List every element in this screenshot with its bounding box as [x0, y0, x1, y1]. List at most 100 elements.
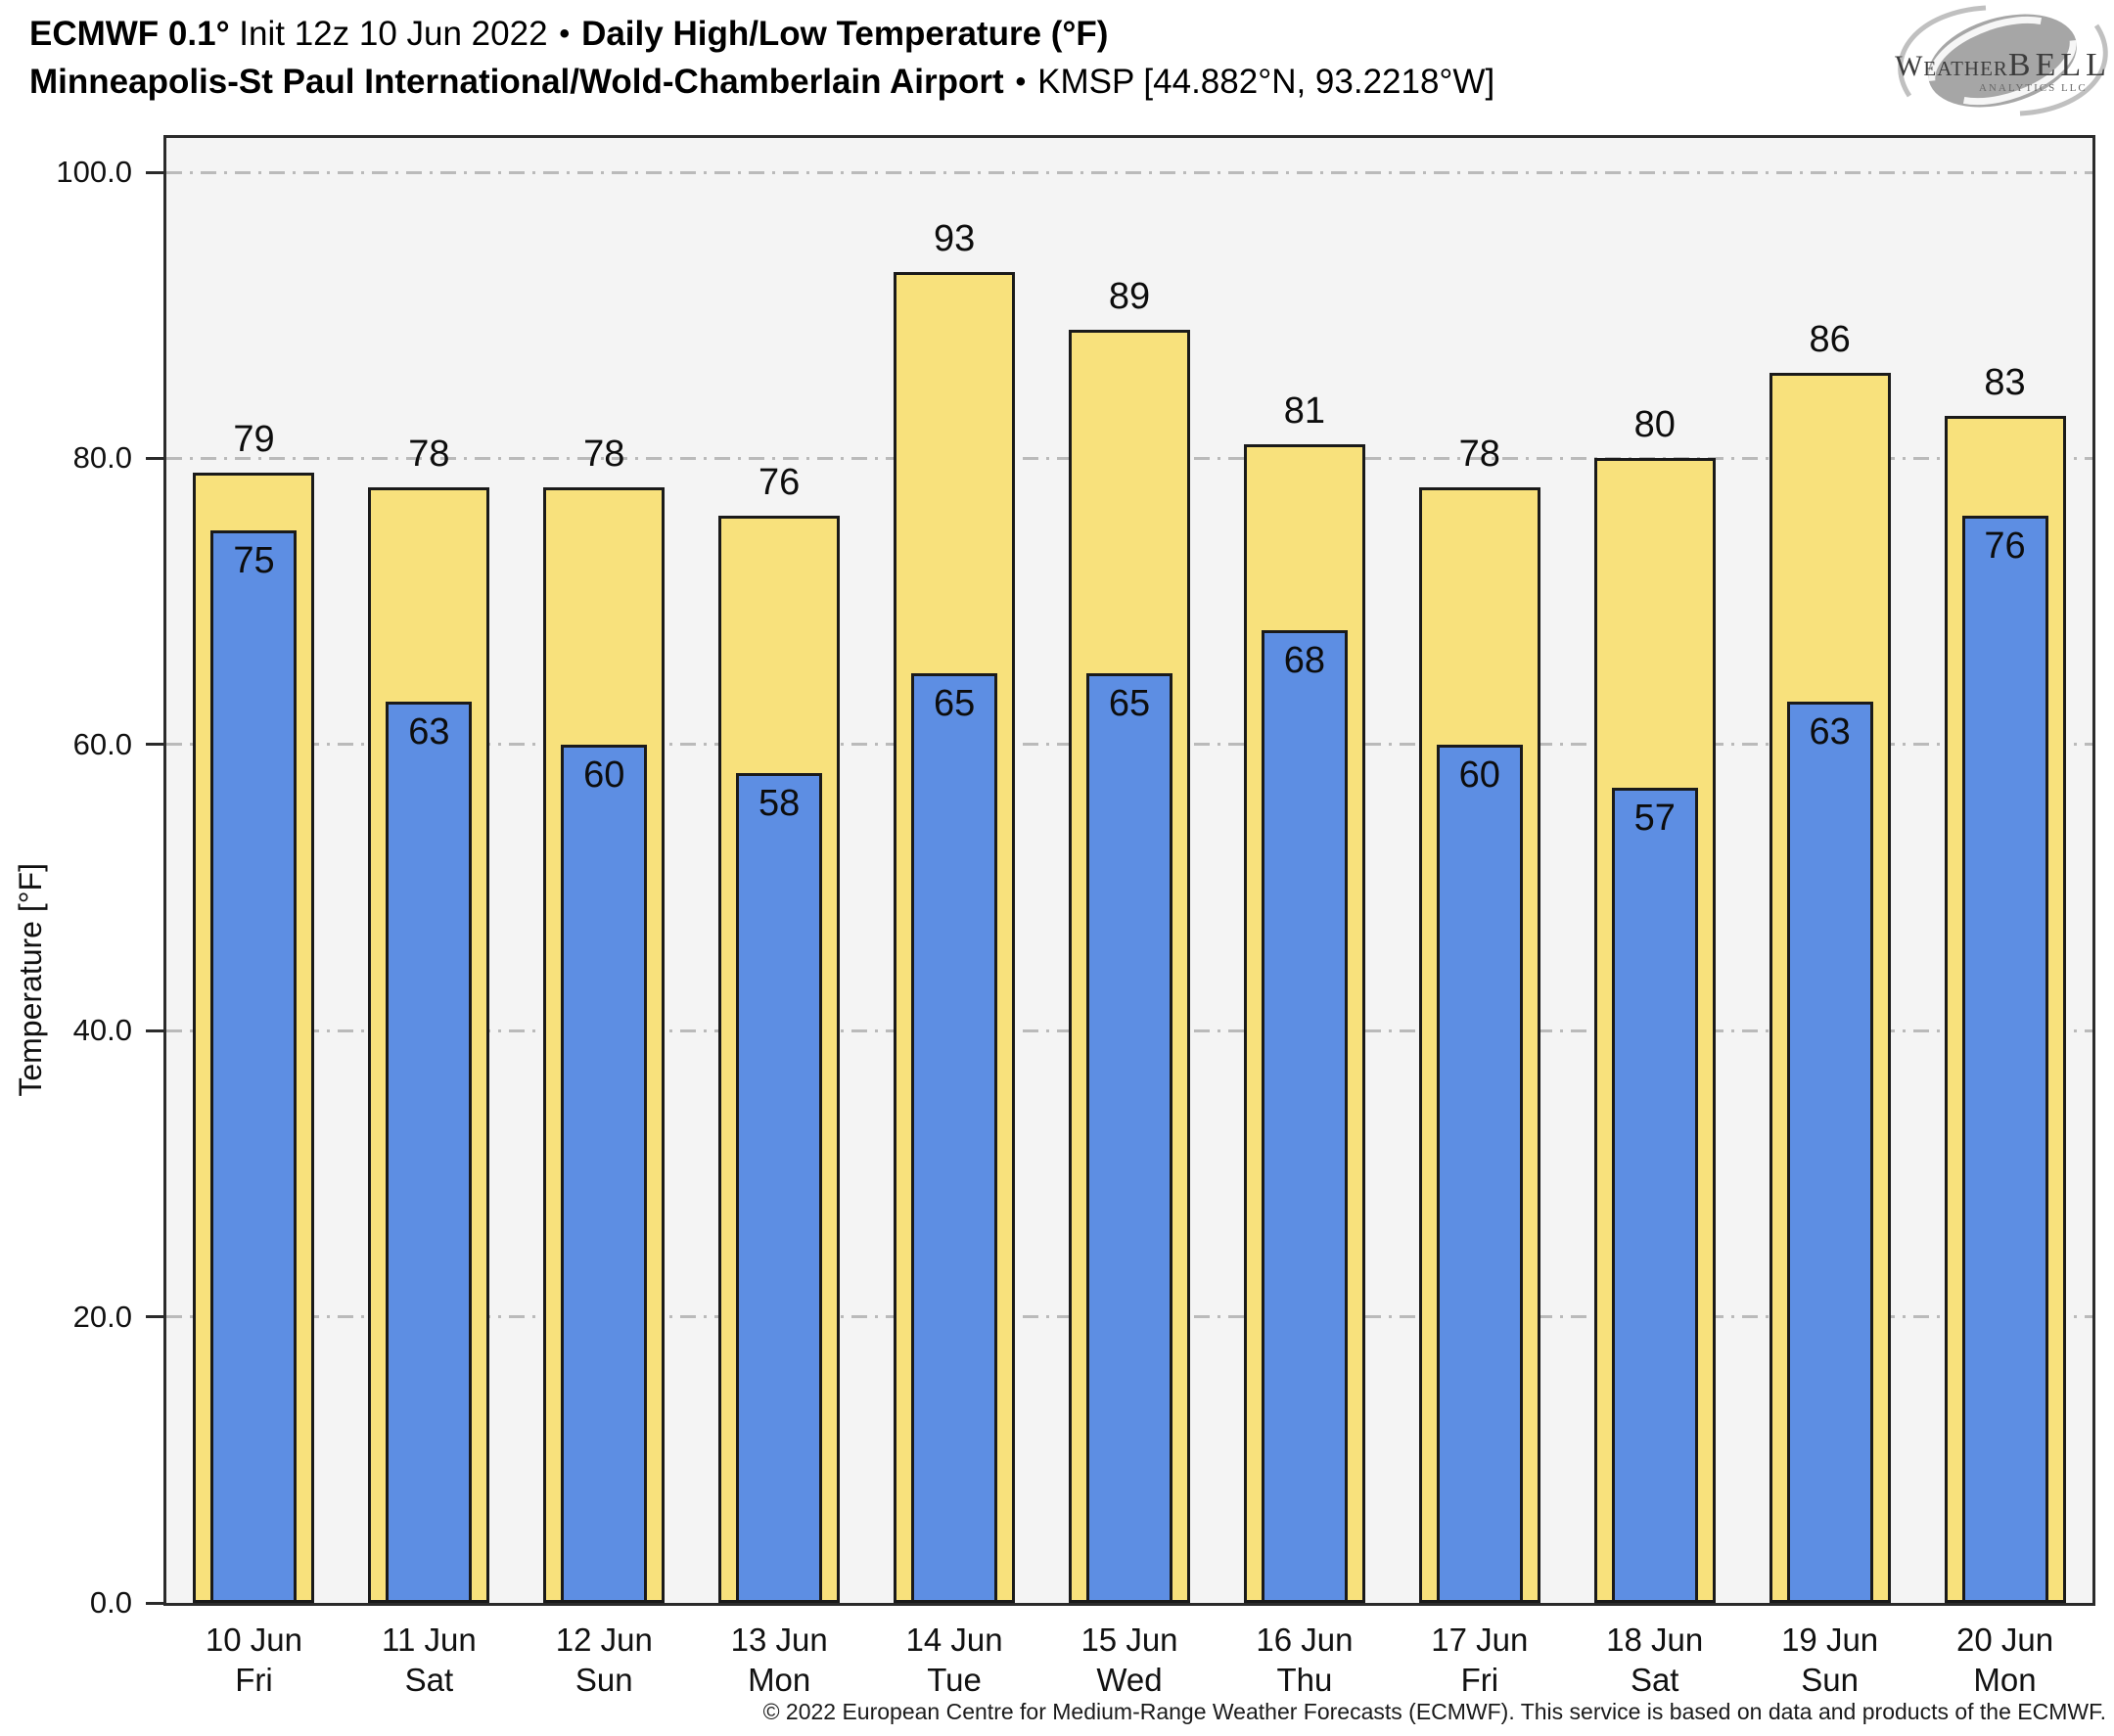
- low-value-label: 65: [1108, 682, 1151, 724]
- bar-group-15-jun: 89 65: [1042, 138, 1218, 1603]
- bar-group-19-jun: 86 63: [1742, 138, 1917, 1603]
- x-tick-day: Fri: [235, 1662, 273, 1698]
- y-tick-40: [146, 1028, 163, 1032]
- subtitle-separator-dot: •: [1015, 66, 1027, 98]
- title-init: Init 12z 10 Jun 2022: [229, 15, 548, 53]
- x-tick-label: 16 Jun Thu: [1256, 1620, 1353, 1700]
- x-tick-date: 19 Jun: [1781, 1622, 1879, 1658]
- low-bar: [1261, 629, 1348, 1603]
- bar-group-20-jun: 83 76: [1917, 138, 2092, 1603]
- x-tick-day: Sat: [1630, 1662, 1679, 1698]
- chart-title-line1: ECMWF 0.1° Init 12z 10 Jun 2022 • Daily Hi…: [29, 10, 1494, 58]
- logo-word-bell: BELL: [2007, 47, 2111, 83]
- x-tick-day: Tue: [927, 1662, 982, 1698]
- low-value-label: 65: [933, 682, 976, 724]
- x-tick-label: 19 Jun Sun: [1781, 1620, 1878, 1700]
- bar-group-17-jun: 78 60: [1392, 138, 1567, 1603]
- low-value-label: 63: [408, 710, 450, 753]
- x-tick-day: Thu: [1276, 1662, 1333, 1698]
- low-value-label: 58: [758, 783, 801, 825]
- low-bar: [1085, 672, 1172, 1603]
- x-tick-label: 11 Jun Sat: [382, 1620, 477, 1700]
- x-tick-label: 14 Jun Tue: [906, 1620, 1003, 1700]
- x-tick-date: 12 Jun: [555, 1622, 653, 1658]
- x-tick-label: 15 Jun Wed: [1080, 1620, 1177, 1700]
- logo-wordmark: WeatherBELL: [1892, 47, 2114, 84]
- y-axis-title: Temperature [°F]: [12, 863, 48, 1097]
- low-bar: [911, 672, 998, 1603]
- x-tick-date: 16 Jun: [1256, 1622, 1354, 1658]
- copyright-notice: © 2022 European Centre for Medium-Range …: [762, 1699, 2106, 1724]
- high-value-label: 93: [933, 218, 976, 260]
- x-tick-label: 12 Jun Sun: [556, 1620, 653, 1700]
- low-bar: [1961, 515, 2048, 1603]
- x-tick-date: 10 Jun: [205, 1622, 302, 1658]
- low-value-label: 60: [1458, 754, 1500, 796]
- bar-group-16-jun: 81 68: [1217, 138, 1392, 1603]
- y-tick-label-40: 40.0: [72, 1013, 132, 1048]
- logo-tagline: ANALYTICS LLC: [1978, 82, 2088, 94]
- low-bar: [386, 702, 473, 1603]
- x-tick-label: 20 Jun Mon: [1956, 1620, 2053, 1700]
- high-value-label: 89: [1108, 275, 1151, 317]
- x-tick-date: 17 Jun: [1431, 1622, 1529, 1658]
- y-tick-20: [146, 1315, 163, 1319]
- title-model: ECMWF 0.1°: [29, 15, 230, 53]
- x-tick-date: 15 Jun: [1080, 1622, 1178, 1658]
- y-tick-label-60: 60.0: [72, 726, 132, 761]
- subtitle-station: Minneapolis-St Paul International/Wold-C…: [29, 63, 1004, 101]
- bar-group-13-jun: 76 58: [692, 138, 867, 1603]
- plot-area: 0.0 20.0 40.0 60.0 80.0 100.0 79 75 10 Jun Fri 78 6…: [56, 135, 2095, 1698]
- y-tick-label-0: 0.0: [89, 1585, 132, 1620]
- x-tick-label: 17 Jun Fri: [1431, 1620, 1528, 1700]
- weatherbell-logo: WeatherBELL ANALYTICS LLC: [1892, 0, 2114, 121]
- x-tick-day: Sat: [404, 1662, 454, 1698]
- gridline-100: [166, 170, 2092, 174]
- low-value-label: 63: [1809, 710, 1851, 753]
- y-tick-label-20: 20.0: [72, 1299, 132, 1334]
- x-tick-date: 18 Jun: [1606, 1622, 1704, 1658]
- high-value-label: 78: [408, 433, 450, 475]
- x-tick-day: Mon: [1973, 1662, 2037, 1698]
- low-value-label: 76: [1984, 525, 2026, 567]
- low-bar: [1436, 744, 1523, 1603]
- low-value-label: 60: [583, 754, 625, 796]
- x-tick-day: Wed: [1096, 1662, 1163, 1698]
- y-tick-80: [146, 456, 163, 460]
- bar-group-10-jun: 79 75: [166, 138, 342, 1603]
- low-value-label: 57: [1633, 797, 1676, 839]
- low-value-label: 75: [233, 539, 275, 581]
- subtitle-station-coords: KMSP [44.882°N, 93.2218°W]: [1037, 63, 1495, 101]
- high-value-label: 78: [1458, 433, 1500, 475]
- bar-group-11-jun: 78 63: [342, 138, 517, 1603]
- bar-group-18-jun: 80 57: [1567, 138, 1742, 1603]
- y-tick-label-80: 80.0: [72, 440, 132, 476]
- low-bar: [561, 744, 648, 1603]
- low-bar: [1786, 702, 1873, 1603]
- high-value-label: 80: [1633, 404, 1676, 446]
- y-tick-label-100: 100.0: [56, 155, 132, 190]
- high-value-label: 76: [758, 461, 801, 503]
- x-tick-date: 13 Jun: [730, 1622, 828, 1658]
- logo-word-weather: Weather: [1895, 50, 2008, 82]
- low-value-label: 68: [1283, 639, 1326, 681]
- low-bar: [210, 529, 298, 1603]
- x-tick-label: 10 Jun Fri: [206, 1620, 302, 1700]
- bar-group-12-jun: 78 60: [517, 138, 692, 1603]
- high-value-label: 79: [233, 419, 275, 461]
- hurricane-swirl-icon: [1898, 5, 2108, 116]
- x-tick-day: Sun: [574, 1662, 633, 1698]
- x-tick-date: 20 Jun: [1955, 1622, 2054, 1658]
- y-tick-0: [146, 1601, 163, 1605]
- title-metric: Daily High/Low Temperature (°F): [581, 15, 1109, 53]
- high-value-label: 83: [1984, 361, 2026, 403]
- y-tick-60: [146, 743, 163, 747]
- y-tick-100: [146, 170, 163, 174]
- bar-group-14-jun: 93 65: [867, 138, 1042, 1603]
- x-tick-label: 18 Jun Sat: [1606, 1620, 1703, 1700]
- high-value-label: 78: [583, 433, 625, 475]
- x-tick-date: 11 Jun: [382, 1622, 477, 1658]
- x-tick-label: 13 Jun Mon: [731, 1620, 828, 1700]
- y-axis-title-wrap: Temperature [°F]: [8, 135, 53, 1600]
- chart-title-line2: Minneapolis-St Paul International/Wold-C…: [29, 58, 1494, 106]
